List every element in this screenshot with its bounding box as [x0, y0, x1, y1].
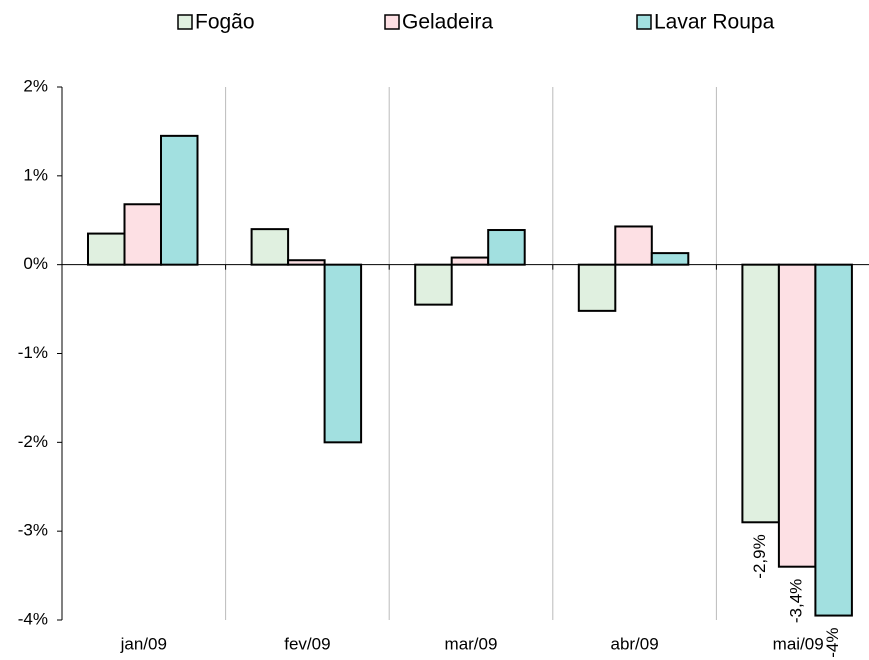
- x-tick-label: jan/09: [120, 634, 167, 653]
- x-tick-label: mar/09: [445, 634, 498, 653]
- bar: [250, 228, 290, 266]
- value-label: -2,9%: [750, 534, 769, 578]
- bar: [323, 263, 363, 444]
- y-tick-label: 2%: [23, 76, 48, 95]
- y-tick-label: 0%: [23, 254, 48, 273]
- value-label: -4%: [823, 628, 842, 658]
- bar: [814, 263, 853, 617]
- bar: [741, 263, 780, 524]
- legend-swatch: [384, 14, 400, 30]
- bar: [160, 134, 199, 266]
- bar: [87, 232, 126, 266]
- y-tick-label: -3%: [18, 521, 48, 540]
- y-tick-label: -1%: [18, 343, 48, 362]
- bar: [614, 225, 653, 266]
- bar: [287, 259, 326, 266]
- legend: Fogão Geladeira Lavar Roupa: [177, 11, 775, 34]
- y-tick-label: 1%: [23, 165, 48, 184]
- x-tick-label: mai/09: [773, 634, 824, 653]
- y-tick-label: -4%: [18, 609, 48, 628]
- bar: [123, 203, 162, 266]
- legend-label: Fogão: [195, 11, 255, 34]
- bar: [487, 229, 526, 266]
- bar: [650, 252, 690, 266]
- legend-label: Lavar Roupa: [654, 11, 775, 34]
- y-tick-label: -2%: [18, 432, 48, 451]
- x-tick-label: fev/09: [284, 634, 330, 653]
- bar: [577, 263, 617, 312]
- bar: [414, 263, 453, 306]
- value-label: -3,4%: [787, 579, 806, 623]
- x-tick-label: abr/09: [610, 634, 658, 653]
- bar: [777, 263, 817, 568]
- legend-label: Geladeira: [402, 11, 493, 34]
- legend-swatch: [177, 14, 193, 30]
- bar: [450, 256, 490, 266]
- legend-swatch: [636, 14, 652, 30]
